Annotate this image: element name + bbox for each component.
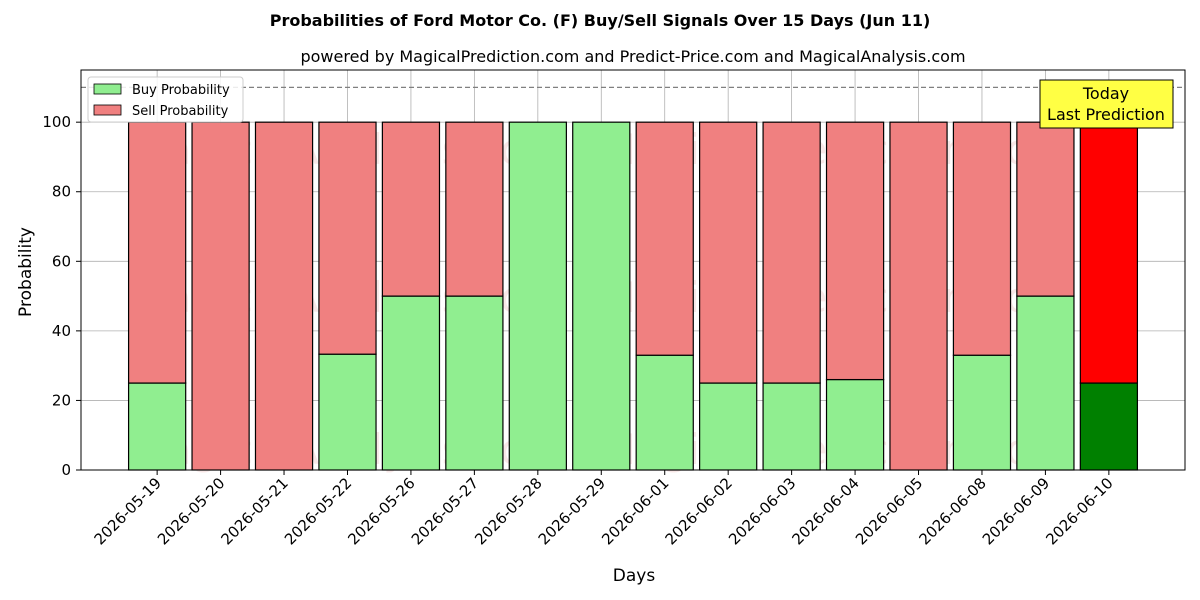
chart-subtitle: powered by MagicalPrediction.com and Pre… bbox=[300, 47, 965, 66]
today-annotation-line1: Today bbox=[1082, 84, 1129, 103]
buy-bar bbox=[635, 354, 694, 471]
sell-bar bbox=[254, 121, 314, 471]
y-tick-label: 80 bbox=[52, 183, 71, 201]
sell-bar bbox=[635, 121, 694, 356]
buy-bar bbox=[699, 382, 758, 471]
sell-bar bbox=[127, 121, 187, 384]
buy-bar bbox=[1016, 295, 1075, 471]
sell-bar bbox=[318, 121, 377, 355]
buy-bar bbox=[572, 121, 631, 471]
y-axis-label: Probability bbox=[16, 227, 36, 317]
legend-swatch-sell bbox=[93, 104, 122, 116]
y-tick-label: 60 bbox=[52, 252, 71, 270]
buy-bar bbox=[127, 382, 187, 471]
buy-bar bbox=[381, 295, 441, 471]
legend-label-buy: Buy Probability bbox=[132, 83, 230, 98]
sell-bar bbox=[762, 121, 821, 384]
today-annotation-box bbox=[1039, 79, 1174, 129]
plot-frame bbox=[80, 69, 1186, 471]
y-tick-label: 100 bbox=[42, 113, 71, 131]
sell-bar bbox=[191, 121, 250, 471]
today-annotation-line2: Last Prediction bbox=[1047, 105, 1165, 124]
today-annotation: Today Last Prediction bbox=[1039, 79, 1174, 129]
buy-bar bbox=[1079, 382, 1139, 471]
legend: Buy Probability Sell Probability bbox=[87, 76, 244, 123]
sell-bar bbox=[1079, 121, 1139, 384]
buy-bar bbox=[952, 354, 1012, 471]
buy-bar bbox=[445, 295, 504, 471]
sell-bar bbox=[825, 121, 885, 381]
buy-bar bbox=[318, 353, 377, 471]
legend-swatch-buy bbox=[93, 83, 122, 95]
sell-bar bbox=[889, 121, 948, 471]
sell-bar bbox=[952, 121, 1012, 356]
sell-bar bbox=[699, 121, 758, 384]
bars bbox=[127, 121, 1139, 471]
buy-bar bbox=[508, 121, 567, 471]
y-tick-label: 0 bbox=[61, 461, 71, 479]
buy-bar bbox=[762, 382, 821, 471]
chart-title: Probabilities of Ford Motor Co. (F) Buy/… bbox=[270, 11, 931, 30]
y-tick-label: 20 bbox=[52, 391, 71, 409]
buy-bar bbox=[825, 378, 885, 471]
legend-box bbox=[87, 76, 244, 123]
x-axis-label: Days bbox=[613, 566, 656, 586]
y-axis: 0 20 40 60 80 100 bbox=[42, 113, 81, 479]
sell-bar bbox=[445, 121, 504, 297]
legend-label-sell: Sell Probability bbox=[132, 104, 229, 119]
sell-bar bbox=[381, 121, 441, 297]
y-tick-label: 40 bbox=[52, 322, 71, 340]
sell-bar bbox=[1016, 121, 1075, 297]
